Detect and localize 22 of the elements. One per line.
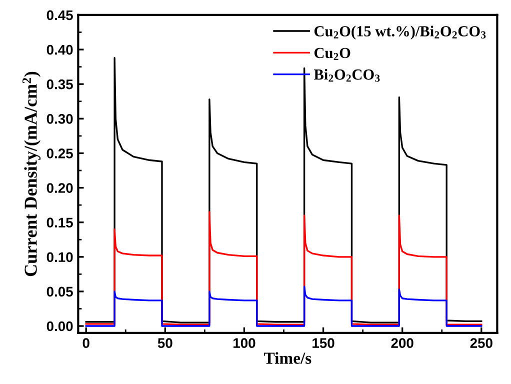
x-tick-label: 150 [312,338,334,348]
y-tick-label: 0.25 [46,148,73,158]
y-tick-label: 0.15 [46,218,73,228]
x-tick-label: 250 [470,338,492,348]
x-tick-label: 200 [391,338,414,348]
y-tick-label: 0.20 [46,183,73,193]
y-tick-label: 0.10 [46,252,73,262]
x-axis-title: Time/s [264,352,312,364]
y-tick-label: 0.05 [46,286,73,297]
y-tick-label: 0.40 [46,44,73,55]
y-tick-label: 0.30 [46,114,73,124]
y-tick-label: 0.45 [46,10,73,20]
x-tick-label: 50 [158,338,172,348]
y-axis-title: Current Density/(mA/cm$^{2}$) [22,72,41,276]
y-tick-label: 0.35 [46,79,73,90]
legend-label: Bi$_{2}$O$_{2}$CO$_{3}$ [314,68,380,82]
x-tick-label: 0 [82,338,90,348]
x-tick-label: 100 [234,338,256,348]
legend-label: Cu$_{2}$O(15 wt.%)/Bi$_{2}$O$_{2}$CO$_{3}$ [314,26,486,40]
line-series [85,286,482,327]
legend-label: Cu$_{2}$O [314,48,350,60]
y-tick-label: 0.00 [46,321,73,332]
